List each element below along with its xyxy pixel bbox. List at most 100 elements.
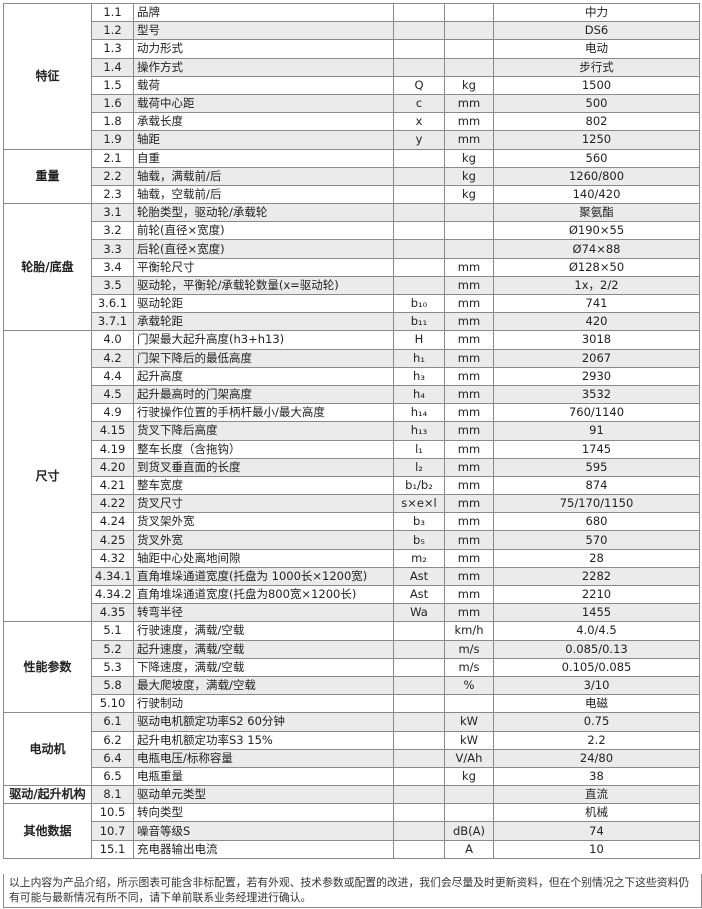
item-symbol: Wa (393, 603, 445, 623)
item-symbol (393, 766, 445, 787)
item-unit: mm (444, 130, 494, 150)
item-number: 1.5 (91, 75, 134, 95)
item-value: 2.2 (493, 730, 700, 750)
item-description: 最大爬坡度，满载/空载 (133, 675, 394, 696)
section-category: 重量 (3, 148, 92, 205)
item-number: 3.1 (91, 203, 134, 223)
item-unit: mm (444, 494, 494, 514)
item-unit: % (444, 675, 494, 696)
item-value: 电动 (493, 39, 700, 59)
item-value: 3532 (493, 384, 700, 405)
item-value: 28 (493, 548, 700, 568)
item-value: 802 (493, 112, 700, 132)
item-value: 500 (493, 93, 700, 114)
item-number: 4.15 (91, 421, 134, 441)
item-description: 驱动轮，平衡轮/承载轮数量(x=驱动轮) (133, 275, 394, 296)
table-row: 1.3 动力形式 电动 (4, 39, 700, 59)
item-value: 75/170/1150 (493, 494, 700, 514)
item-value: 3/10 (493, 675, 700, 696)
section-category: 尺寸 (3, 330, 92, 623)
item-value: 760/1140 (493, 403, 700, 423)
item-number: 4.0 (91, 330, 134, 350)
item-symbol: h₁₃ (393, 421, 445, 441)
item-unit: mm (444, 112, 494, 132)
item-symbol: h₁₄ (393, 403, 445, 423)
item-value: 1x，2/2 (493, 275, 700, 296)
table-row: 1.9 轴距 y mm 1250 (4, 130, 700, 150)
item-unit: mm (444, 530, 494, 550)
item-unit: mm (444, 439, 494, 459)
item-number: 3.6.1 (91, 293, 134, 314)
item-description: 操作方式 (133, 57, 394, 77)
table-row: 1.2 型号 DS6 (4, 21, 700, 41)
item-unit: V/Ah (444, 748, 494, 768)
item-symbol (393, 166, 445, 186)
item-unit: mm (444, 566, 494, 587)
item-number: 15.1 (91, 839, 134, 859)
item-symbol (393, 621, 445, 641)
item-description: 行驶制动 (133, 694, 394, 714)
item-symbol (393, 239, 445, 259)
table-row: 4.9 行驶操作位置的手柄杆最小/最大高度 h₁₄ mm 760/1140 (4, 403, 700, 423)
item-unit: mm (444, 275, 494, 296)
table-row: 1.6 载荷中心距 c mm 500 (4, 93, 700, 114)
table-row: 4.35 转弯半径 Wa mm 1455 (4, 603, 700, 623)
item-value: 机械 (493, 803, 700, 823)
table-row: 4.5 起升最高时的门架高度 h₄ mm 3532 (4, 384, 700, 405)
item-symbol (393, 785, 445, 805)
disclaimer-footer: 以上内容为产品介绍，所示图表可能含非标配置，若有外观、技术参数或配置的改进，我们… (3, 874, 702, 908)
item-number: 2.3 (91, 184, 134, 205)
item-number: 5.10 (91, 694, 134, 714)
item-description: 品牌 (133, 2, 394, 23)
item-number: 1.2 (91, 21, 134, 41)
item-symbol (393, 57, 445, 77)
item-value: 电磁 (493, 694, 700, 714)
item-value: DS6 (493, 21, 700, 41)
item-value: 1260/800 (493, 166, 700, 186)
item-unit (444, 203, 494, 223)
table-row: 4.24 货叉架外宽 b₃ mm 680 (4, 512, 700, 532)
section-category: 其他数据 (3, 803, 92, 859)
table-row: 15.1 充电器输出电流 A 10 (4, 839, 700, 859)
item-unit: A (444, 839, 494, 859)
item-description: 前轮(直径×宽度) (133, 221, 394, 241)
item-symbol: h₁ (393, 348, 445, 368)
item-symbol (393, 221, 445, 241)
item-number: 8.1 (91, 785, 134, 805)
item-value: 91 (493, 421, 700, 441)
item-description: 载荷 (133, 75, 394, 95)
item-number: 4.9 (91, 403, 134, 423)
item-description: 货叉尺寸 (133, 494, 394, 514)
item-description: 噪音等级S (133, 821, 394, 841)
item-number: 6.2 (91, 730, 134, 750)
item-number: 5.1 (91, 621, 134, 641)
item-value: 0.085/0.13 (493, 639, 700, 659)
item-value: 140/420 (493, 184, 700, 205)
item-unit: kg (444, 75, 494, 95)
item-number: 3.5 (91, 275, 134, 296)
item-description: 轴距中心处离地间隙 (133, 548, 394, 568)
item-unit: mm (444, 257, 494, 277)
item-value: 560 (493, 148, 700, 168)
item-unit: mm (444, 293, 494, 314)
item-number: 4.19 (91, 439, 134, 459)
item-unit: mm (444, 421, 494, 441)
item-symbol: b₅ (393, 530, 445, 550)
table-row: 其他数据 10.5 转向类型 机械 (3, 803, 700, 859)
item-number: 4.21 (91, 475, 134, 496)
item-unit: mm (444, 603, 494, 623)
spec-table: 特征 1.1 品牌 中力 1.2 型号 DS6 1.3 动力形式 电动 1.4 操作方式 步行式 1.5 载… (3, 2, 700, 859)
item-symbol: l₂ (393, 457, 445, 477)
item-description: 下降速度，满载/空载 (133, 657, 394, 677)
table-row: 1.8 承载长度 x mm 802 (4, 112, 700, 132)
item-description: 直角堆垛通道宽度(托盘为 1000长×1200宽) (133, 566, 394, 587)
item-symbol: b₁/b₂ (393, 475, 445, 496)
item-symbol (393, 2, 445, 23)
section-category: 性能参数 (3, 621, 92, 714)
table-row: 3.6.1 驱动轮距 b₁₀ mm 741 (4, 293, 700, 314)
table-row: 驱动/起升机构 8.1 驱动单元类型 直流 (3, 785, 700, 805)
table-row: 3.2 前轮(直径×宽度) Ø190×55 (4, 221, 700, 241)
item-symbol: Q (393, 75, 445, 95)
item-number: 2.1 (91, 148, 134, 168)
item-value: 570 (493, 530, 700, 550)
